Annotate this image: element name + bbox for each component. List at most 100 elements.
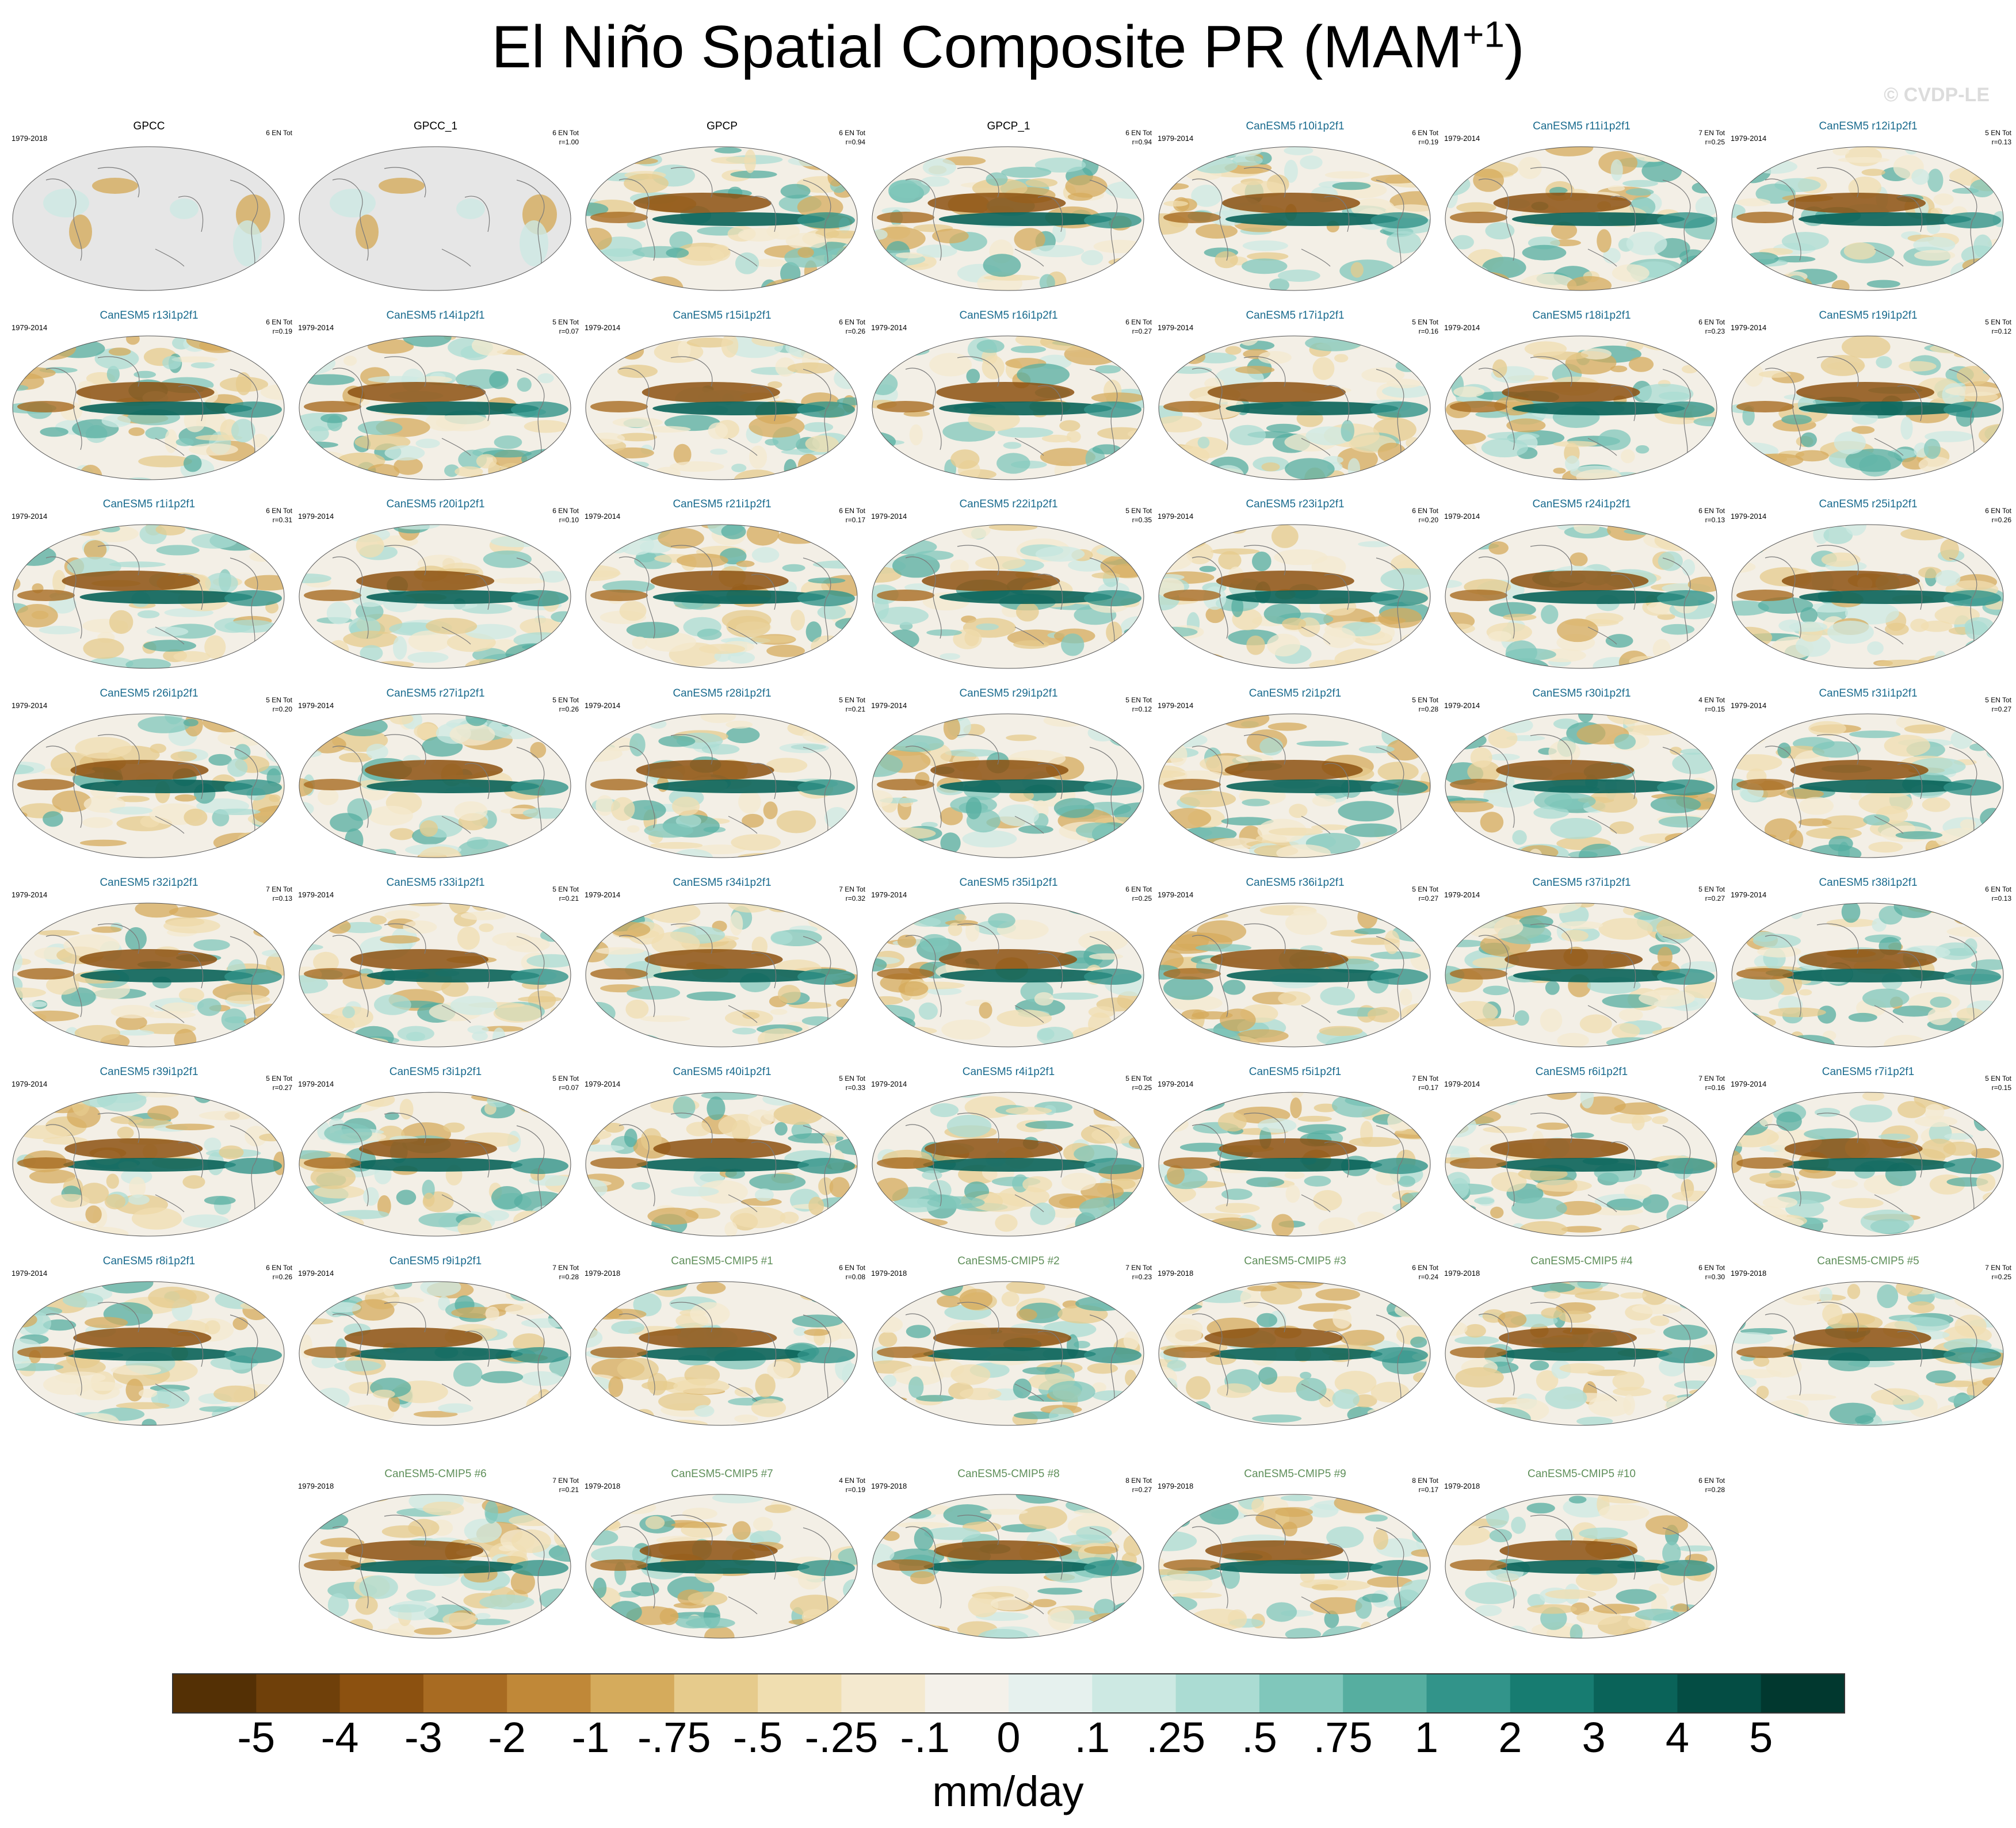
panel-pattern-correlation: r=0.07 bbox=[559, 1084, 579, 1092]
panel-title: CanESM5 r34i1p2f1 bbox=[673, 877, 772, 889]
panel-title: CanESM5 r23i1p2f1 bbox=[1246, 498, 1345, 510]
panel-event-count: 6 EN Tot bbox=[1985, 885, 2011, 893]
panel-pattern-correlation: r=0.15 bbox=[1991, 1084, 2011, 1092]
panel-event-count: 5 EN Tot bbox=[552, 885, 579, 893]
map-panel: CanESM5 r4i1p2f1 1979-2014 5 EN Tot r=0.25 bbox=[865, 1064, 1152, 1248]
panel-period: 1979-2014 bbox=[1731, 512, 1767, 521]
panel-pattern-correlation: r=0.32 bbox=[845, 894, 865, 902]
panel-stats: 7 EN Tot r=0.17 bbox=[1404, 1074, 1438, 1092]
panel-period: 1979-2014 bbox=[585, 890, 621, 899]
map-panel: CanESM5 r18i1p2f1 1979-2014 6 EN Tot r=0.23 bbox=[1438, 307, 1725, 491]
panel-title: CanESM5 r9i1p2f1 bbox=[389, 1255, 482, 1267]
panel-title: CanESM5 r25i1p2f1 bbox=[1819, 498, 1918, 510]
colorbar-tick-label: -1 bbox=[571, 1714, 610, 1761]
panel-event-count: 7 EN Tot bbox=[1698, 1074, 1725, 1083]
panel-event-count: 6 EN Tot bbox=[839, 318, 865, 326]
panel-map bbox=[299, 524, 571, 669]
panel-title: CanESM5 r26i1p2f1 bbox=[100, 687, 198, 699]
panel-stats: 6 EN Tot bbox=[258, 128, 292, 137]
panel-title: CanESM5 r27i1p2f1 bbox=[386, 687, 485, 699]
panel-period: 1979-2014 bbox=[12, 512, 48, 521]
panel-pattern-correlation: r=0.13 bbox=[272, 894, 292, 902]
map-panel: CanESM5 r13i1p2f1 1979-2014 6 EN Tot r=0.19 bbox=[6, 307, 292, 491]
panel-stats: 5 EN Tot r=0.21 bbox=[831, 695, 865, 714]
panel-map bbox=[1158, 335, 1431, 480]
panel-title: CanESM5-CMIP5 #9 bbox=[1244, 1468, 1346, 1480]
map-panel: CanESM5 r23i1p2f1 1979-2014 6 EN Tot r=0.20 bbox=[1152, 496, 1438, 680]
map-panel: CanESM5-CMIP5 #7 1979-2018 4 EN Tot r=0.19 bbox=[579, 1466, 865, 1650]
panel-title: CanESM5 r6i1p2f1 bbox=[1535, 1066, 1628, 1078]
panel-map bbox=[585, 146, 858, 291]
panel-stats: 5 EN Tot r=0.27 bbox=[1690, 885, 1725, 903]
panel-period: 1979-2018 bbox=[1444, 1269, 1480, 1278]
colorbar-tick-label: .75 bbox=[1313, 1714, 1373, 1761]
map-panel: CanESM5 r9i1p2f1 1979-2014 7 EN Tot r=0.28 bbox=[292, 1253, 579, 1437]
panel-title: GPCP bbox=[707, 120, 738, 132]
panel-title: CanESM5 r19i1p2f1 bbox=[1819, 309, 1918, 322]
map-panel: CanESM5-CMIP5 #6 1979-2018 7 EN Tot r=0.21 bbox=[292, 1466, 579, 1650]
panel-event-count: 6 EN Tot bbox=[1698, 318, 1725, 326]
colorbar-tick-label: .5 bbox=[1242, 1714, 1277, 1761]
panel-period: 1979-2014 bbox=[585, 1080, 621, 1088]
panel-event-count: 7 EN Tot bbox=[1985, 1264, 2011, 1272]
map-panel: CanESM5-CMIP5 #8 1979-2018 8 EN Tot r=0.27 bbox=[865, 1466, 1152, 1650]
panel-event-count: 6 EN Tot bbox=[552, 507, 579, 515]
panel-event-count: 5 EN Tot bbox=[1412, 318, 1438, 326]
panel-pattern-correlation: r=0.17 bbox=[845, 516, 865, 524]
panel-event-count: 6 EN Tot bbox=[839, 129, 865, 137]
panel-map bbox=[299, 1092, 571, 1237]
map-panel: CanESM5-CMIP5 #4 1979-2018 6 EN Tot r=0.30 bbox=[1438, 1253, 1725, 1437]
panel-pattern-correlation: r=0.16 bbox=[1705, 1084, 1725, 1092]
panel-map bbox=[12, 524, 285, 669]
panel-period: 1979-2014 bbox=[1731, 1080, 1767, 1088]
panel-stats: 7 EN Tot r=0.25 bbox=[1690, 128, 1725, 147]
panel-title: CanESM5 r38i1p2f1 bbox=[1819, 877, 1918, 889]
panel-stats: 5 EN Tot r=0.25 bbox=[1117, 1074, 1152, 1092]
panel-period: 1979-2014 bbox=[12, 701, 48, 710]
panel-title: CanESM5 r12i1p2f1 bbox=[1819, 120, 1918, 132]
panel-stats: 7 EN Tot r=0.16 bbox=[1690, 1074, 1725, 1092]
panel-pattern-correlation: r=0.19 bbox=[272, 327, 292, 335]
panel-pattern-correlation: r=0.28 bbox=[559, 1273, 579, 1281]
panel-pattern-correlation: r=0.27 bbox=[1132, 327, 1152, 335]
panel-stats: 5 EN Tot r=0.27 bbox=[1404, 885, 1438, 903]
panel-title: CanESM5 r39i1p2f1 bbox=[100, 1066, 198, 1078]
panel-map bbox=[585, 1092, 858, 1237]
panel-period: 1979-2014 bbox=[298, 1080, 334, 1088]
panel-title: CanESM5 r1i1p2f1 bbox=[102, 498, 196, 510]
panel-title: CanESM5 r5i1p2f1 bbox=[1248, 1066, 1342, 1078]
panel-map bbox=[12, 1092, 285, 1237]
map-panel: CanESM5 r39i1p2f1 1979-2014 5 EN Tot r=0.27 bbox=[6, 1064, 292, 1248]
panel-map bbox=[1731, 713, 2004, 858]
map-panel: CanESM5-CMIP5 #9 1979-2018 8 EN Tot r=0.17 bbox=[1152, 1466, 1438, 1650]
panel-period: 1979-2014 bbox=[1444, 323, 1480, 332]
panel-title: CanESM5-CMIP5 #8 bbox=[957, 1468, 1060, 1480]
panel-stats: 7 EN Tot r=0.32 bbox=[831, 885, 865, 903]
panel-stats: 5 EN Tot r=0.27 bbox=[1977, 695, 2011, 714]
panel-title: GPCC_1 bbox=[413, 120, 458, 132]
map-panel: CanESM5 r25i1p2f1 1979-2014 6 EN Tot r=0.26 bbox=[1725, 496, 2011, 680]
map-panel: CanESM5 r32i1p2f1 1979-2014 7 EN Tot r=0.13 bbox=[6, 874, 292, 1058]
panel-event-count: 5 EN Tot bbox=[552, 696, 579, 704]
colorbar-tick-label: 5 bbox=[1749, 1714, 1773, 1761]
panel-pattern-correlation: r=0.10 bbox=[559, 516, 579, 524]
panel-title: CanESM5 r21i1p2f1 bbox=[673, 498, 772, 510]
panel-pattern-correlation: r=0.27 bbox=[1705, 894, 1725, 902]
panel-title: CanESM5 r24i1p2f1 bbox=[1532, 498, 1631, 510]
panel-map bbox=[1158, 902, 1431, 1047]
panel-stats: 6 EN Tot r=0.19 bbox=[1404, 128, 1438, 147]
panel-map bbox=[1158, 713, 1431, 858]
panel-map bbox=[872, 335, 1144, 480]
panel-map bbox=[1445, 335, 1717, 480]
panel-title: CanESM5 r31i1p2f1 bbox=[1819, 687, 1918, 699]
map-panel: GPCC_1 6 EN Tot r=1.00 bbox=[292, 118, 579, 302]
map-panel: CanESM5 r38i1p2f1 1979-2014 6 EN Tot r=0.13 bbox=[1725, 874, 2011, 1058]
map-panel: CanESM5-CMIP5 #10 1979-2018 6 EN Tot r=0.28 bbox=[1438, 1466, 1725, 1650]
panel-stats: 6 EN Tot r=0.19 bbox=[258, 318, 292, 336]
panel-title: CanESM5 r8i1p2f1 bbox=[102, 1255, 196, 1267]
map-panel: CanESM5 r34i1p2f1 1979-2014 7 EN Tot r=0.32 bbox=[579, 874, 865, 1058]
panel-event-count: 5 EN Tot bbox=[839, 1074, 865, 1083]
colorbar-tick-label: -.5 bbox=[732, 1714, 783, 1761]
panel-stats: 5 EN Tot r=0.07 bbox=[544, 318, 579, 336]
panel-event-count: 5 EN Tot bbox=[266, 696, 292, 704]
